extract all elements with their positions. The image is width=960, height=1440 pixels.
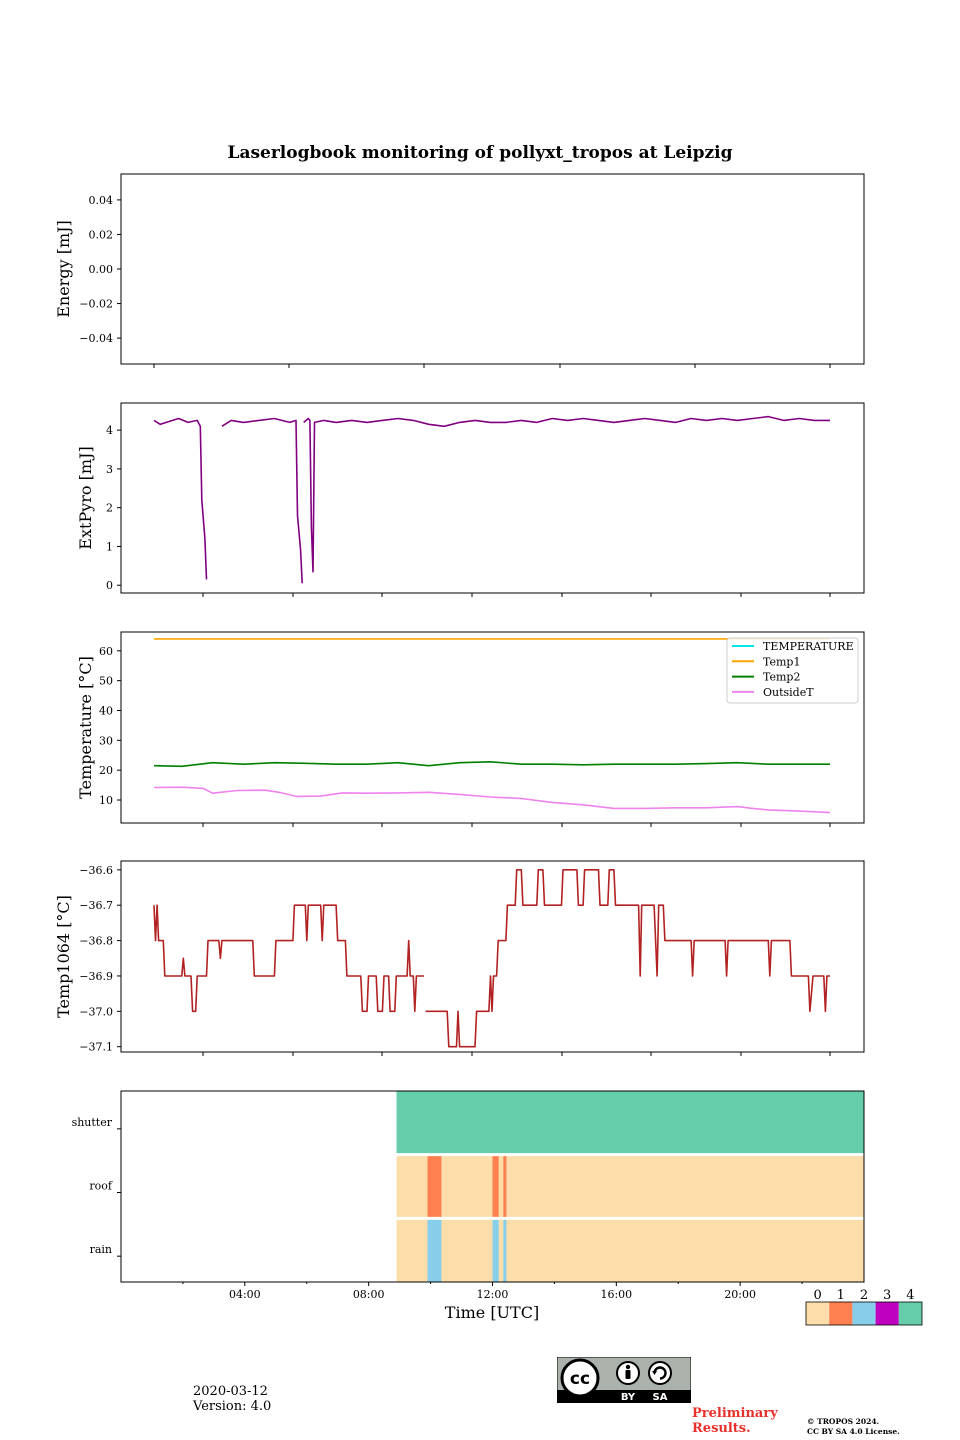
legend-entry: TEMPERATURE bbox=[763, 640, 854, 653]
temp1064-frame bbox=[120, 860, 865, 1053]
x-tick-label: 20:00 bbox=[724, 1288, 756, 1301]
y-tick-label: 40 bbox=[99, 704, 113, 717]
preliminary-line1: Preliminary bbox=[692, 1406, 778, 1421]
colorbar-label: 4 bbox=[906, 1288, 914, 1303]
copyright-note: © TROPOS 2024. CC BY SA 4.0 License. bbox=[807, 1417, 900, 1437]
legend-entry: OutsideT bbox=[763, 686, 814, 699]
preliminary-note: Preliminary Results. bbox=[692, 1406, 778, 1436]
temp1064-panel: −36.6 −36.7 −36.8 −36.9 −37.0 −37.1 Temp1064 [… bbox=[54, 860, 865, 1056]
y-tick-label: 10 bbox=[99, 794, 113, 807]
y-tick-label: −0.04 bbox=[79, 332, 113, 345]
y-tick-label: −36.8 bbox=[79, 935, 113, 948]
status-block-roof bbox=[427, 1154, 442, 1219]
copyright-line2: CC BY SA 4.0 License. bbox=[807, 1427, 900, 1436]
row-label-shutter: shutter bbox=[72, 1116, 113, 1129]
status-block-rain bbox=[492, 1218, 499, 1282]
status-block-rain bbox=[396, 1218, 864, 1282]
y-tick-label: 0.02 bbox=[89, 228, 114, 241]
colorbar-label: 0 bbox=[813, 1288, 821, 1303]
extpyro-frame bbox=[120, 402, 865, 594]
y-tick-label: −37.1 bbox=[79, 1041, 113, 1054]
series-line-Temp2 bbox=[153, 761, 830, 768]
version-label: Version: 4.0 bbox=[193, 1399, 272, 1414]
y-tick-label: −37.0 bbox=[79, 1005, 113, 1018]
y-tick-label: 2 bbox=[106, 502, 113, 515]
colorbar-cell-1 bbox=[829, 1302, 853, 1325]
series-line-OutsideT bbox=[153, 786, 831, 814]
date-label: 2020-03-12 bbox=[193, 1384, 268, 1399]
energy-frame bbox=[120, 173, 865, 365]
status-block-shutter bbox=[396, 1091, 864, 1155]
series-line-ExtPyro bbox=[153, 417, 208, 580]
y-tick-label: 4 bbox=[106, 424, 113, 437]
y-tick-label: −36.9 bbox=[79, 970, 113, 983]
colorbar-label: 1 bbox=[837, 1288, 845, 1303]
copyright-line1: © TROPOS 2024. bbox=[807, 1417, 880, 1426]
colorbar-label: 3 bbox=[883, 1288, 891, 1303]
y-tick-label: 0 bbox=[106, 579, 113, 592]
y-axis-label: Temp1064 [°C] bbox=[54, 895, 73, 1018]
preliminary-line2: Results. bbox=[692, 1421, 751, 1436]
colorbar-cell-0 bbox=[806, 1302, 830, 1325]
colorbar-cell-2 bbox=[852, 1302, 876, 1325]
x-axis-label: Time [UTC] bbox=[445, 1303, 539, 1322]
status-block-roof bbox=[503, 1154, 507, 1219]
y-tick-label: −36.7 bbox=[79, 899, 113, 912]
colorbar-cell-3 bbox=[875, 1302, 899, 1325]
status-block-roof bbox=[396, 1154, 864, 1219]
x-tick-label: 04:00 bbox=[229, 1288, 261, 1301]
y-tick-label: 60 bbox=[99, 645, 113, 658]
x-tick-label: 16:00 bbox=[600, 1288, 632, 1301]
y-tick-label: 50 bbox=[99, 675, 113, 688]
x-tick-label: 12:00 bbox=[477, 1288, 509, 1301]
extpyro-panel: 0 1 2 3 4 ExtPyro [mJ] bbox=[76, 402, 865, 597]
row-label-rain: rain bbox=[90, 1243, 112, 1256]
colorbar-label: 2 bbox=[860, 1288, 868, 1303]
legend-entry: Temp2 bbox=[763, 671, 800, 684]
y-tick-label: 0.00 bbox=[89, 263, 114, 276]
cc-icon-text: cc bbox=[570, 1369, 590, 1389]
share-alike-icon bbox=[648, 1361, 672, 1385]
temperature-frame bbox=[120, 631, 865, 824]
y-tick-label: −36.6 bbox=[79, 864, 113, 877]
y-tick-label: 3 bbox=[106, 463, 113, 476]
by-label: BY bbox=[621, 1392, 636, 1403]
status-block-rain bbox=[503, 1218, 507, 1282]
y-axis-label: Temperature [°C] bbox=[76, 656, 95, 799]
chart-title: Laserlogbook monitoring of pollyxt_tropo… bbox=[227, 143, 732, 163]
y-tick-label: 30 bbox=[99, 734, 113, 747]
series-line-ExtPyro bbox=[303, 415, 830, 573]
cc-by-sa-badge: cc BY SA bbox=[557, 1357, 691, 1403]
status-block-rain bbox=[427, 1218, 442, 1282]
y-tick-label: −0.02 bbox=[79, 298, 113, 311]
legend-entry: Temp1 bbox=[763, 655, 800, 668]
series-line-Temp1064 bbox=[153, 904, 425, 1013]
status-panel: shutter roof rain 04:00 08:00 12:00 16:00 20:00… bbox=[72, 1090, 923, 1326]
temperature-panel: 10 20 30 40 50 60 Temperature [°C] TEMPERATURE T… bbox=[76, 631, 865, 827]
x-tick-label: 08:00 bbox=[353, 1288, 385, 1301]
y-axis-label: ExtPyro [mJ] bbox=[76, 446, 95, 549]
status-block-roof bbox=[492, 1154, 499, 1219]
y-tick-label: 20 bbox=[99, 764, 113, 777]
y-tick-label: 1 bbox=[106, 540, 113, 553]
colorbar-cell-4 bbox=[898, 1302, 922, 1325]
series-line-Temp1064 bbox=[425, 869, 830, 1048]
y-axis-label: Energy [mJ] bbox=[54, 220, 73, 318]
cc-icon bbox=[560, 1358, 600, 1398]
y-tick-label: 0.04 bbox=[89, 194, 114, 207]
row-label-roof: roof bbox=[89, 1180, 113, 1193]
series-line-ExtPyro bbox=[221, 417, 303, 584]
sa-label: SA bbox=[653, 1392, 668, 1403]
legend-box bbox=[726, 637, 859, 704]
energy-panel: 0.04 0.02 0.00 −0.02 −0.04 Energy [mJ] bbox=[54, 173, 865, 368]
colorbar-frame bbox=[805, 1301, 923, 1326]
